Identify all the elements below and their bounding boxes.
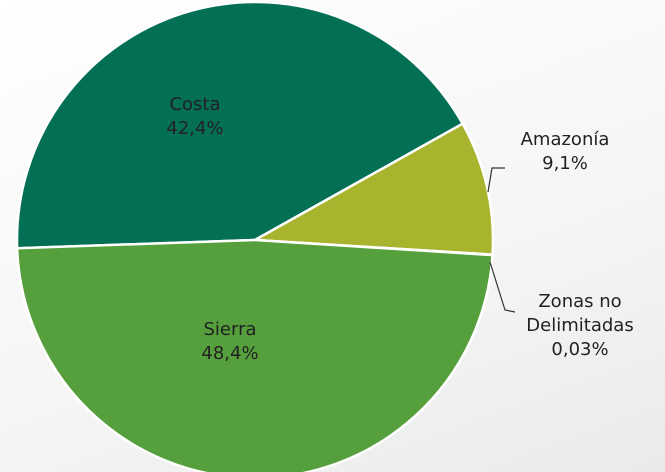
value-label: 48,4% [201, 343, 259, 364]
slice-label: Zonas no Delimitadas 0,03% [515, 290, 645, 362]
category-label: Zonas no Delimitadas [526, 291, 634, 336]
slice-label: Amazonía 9,1% [505, 128, 625, 176]
slice-label: Costa 42,4% [135, 93, 255, 141]
pie-slice [250, 121, 495, 256]
pie-slice [15, 0, 465, 250]
leader-line [489, 261, 516, 313]
pie [15, 0, 495, 472]
category-label: Costa [169, 94, 221, 115]
slice-label: Sierra 48,4% [170, 318, 290, 366]
category-label: Sierra [203, 319, 257, 340]
value-label: 42,4% [166, 118, 224, 139]
value-label: 0,03% [551, 339, 609, 360]
value-label: 9,1% [542, 153, 588, 174]
category-label: Amazonía [520, 129, 610, 150]
pie-slice [15, 238, 494, 472]
leader-line [487, 167, 505, 193]
